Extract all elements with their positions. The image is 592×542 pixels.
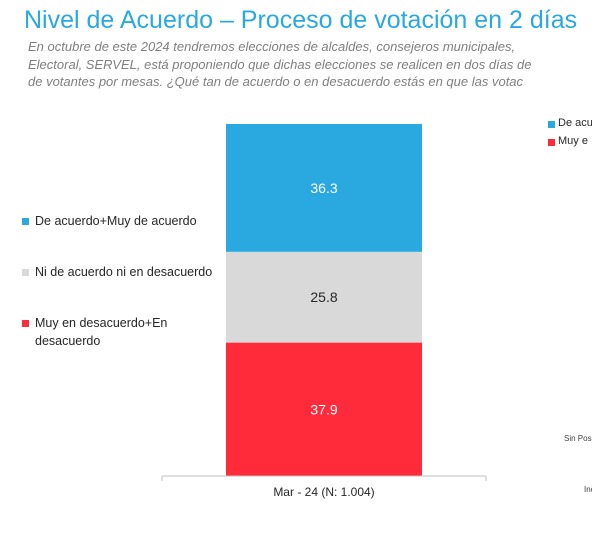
- legend-item-neutral: Ni de acuerdo ni en desacuerdo: [22, 263, 235, 281]
- question-line: En octubre de este 2024 tendremos elecci…: [28, 39, 516, 54]
- data-label: 36.3: [310, 180, 337, 196]
- secondary-legend-item: Muy e: [548, 135, 588, 147]
- legend-swatch: [548, 121, 555, 128]
- legend-label: De acuerdo+Muy de acuerdo: [35, 214, 197, 228]
- chart-title: Nivel de Acuerdo – Proceso de votación e…: [24, 6, 578, 34]
- side-note: Sin Pos: [564, 434, 592, 443]
- secondary-legend-item: De acu: [548, 117, 592, 129]
- data-label: 37.9: [310, 401, 337, 417]
- legend-item-disagree: Muy en desacuerdo+En desacuerdo: [22, 314, 200, 350]
- x-tick-label: Mar - 24 (N: 1.004): [273, 485, 374, 499]
- legend-label: Muy e: [558, 135, 588, 147]
- legend-swatch: [22, 269, 29, 276]
- question-line: Electoral, SERVEL, está proponiendo que …: [28, 56, 532, 72]
- question-text: En octubre de este 2024 tendremos elecci…: [28, 38, 592, 91]
- question-line: de votantes por mesas. ¿Qué tan de acuer…: [28, 74, 524, 89]
- legend-label: De acu: [558, 117, 592, 129]
- legend-label: Muy en desacuerdo+En desacuerdo: [35, 316, 168, 348]
- bar-segment: [226, 251, 422, 343]
- legend-item-agree: De acuerdo+Muy de acuerdo: [22, 212, 235, 230]
- legend-swatch: [22, 320, 29, 327]
- data-label: 25.8: [310, 289, 337, 305]
- side-note: Inc: [584, 485, 592, 494]
- bar-segment: [226, 124, 422, 252]
- legend-label: Ni de acuerdo ni en desacuerdo: [35, 265, 213, 279]
- legend-swatch: [22, 218, 29, 225]
- bar-segment: [226, 342, 422, 476]
- legend-swatch: [548, 139, 555, 146]
